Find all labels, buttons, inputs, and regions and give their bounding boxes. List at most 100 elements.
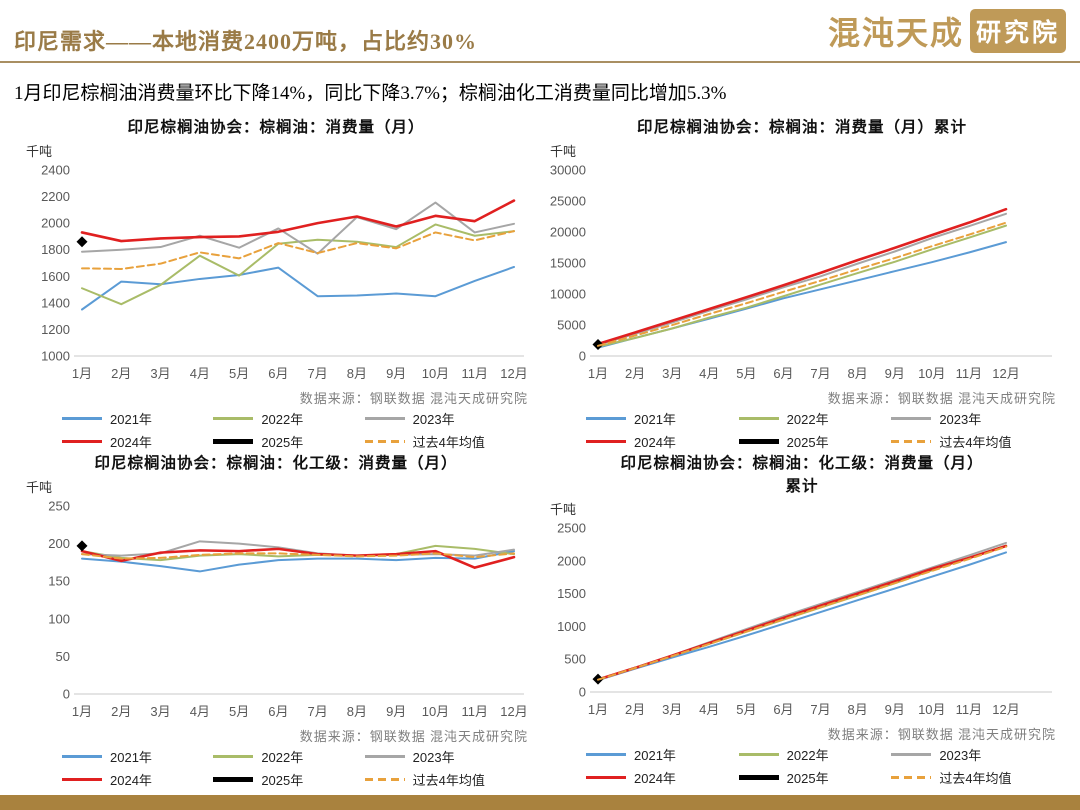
legend-label: 2022年 bbox=[786, 748, 829, 763]
legend-item: 过去4年均值 bbox=[364, 432, 516, 451]
legend-item: 2024年 bbox=[586, 432, 739, 451]
x-tick-label: 4月 bbox=[190, 366, 210, 381]
legend-item: 2024年 bbox=[586, 768, 739, 787]
legend-item: 过去4年均值 bbox=[364, 770, 516, 789]
x-tick-label: 9月 bbox=[885, 702, 905, 717]
x-tick-label: 3月 bbox=[662, 702, 682, 717]
y-tick-label: 150 bbox=[48, 574, 70, 589]
x-tick-label: 12月 bbox=[992, 702, 1019, 717]
y-tick-label: 25000 bbox=[550, 194, 586, 209]
legend-swatch bbox=[891, 417, 932, 420]
legend-item: 2025年 bbox=[738, 768, 892, 787]
chart-title: 印尼棕榈油协会：棕榈油：化工级：消费量（月） bbox=[620, 455, 984, 472]
y-tick-label: 2000 bbox=[41, 216, 70, 231]
series-line bbox=[597, 224, 1007, 348]
legend-label: 2022年 bbox=[261, 750, 304, 765]
legend-item: 2024年 bbox=[62, 432, 213, 451]
x-tick-label: 6月 bbox=[268, 704, 288, 719]
legend-item: 2021年 bbox=[586, 745, 739, 764]
legend-label: 2024年 bbox=[634, 771, 676, 786]
y-tick-label: 1000 bbox=[41, 349, 70, 364]
y-tick-label: 250 bbox=[48, 499, 70, 514]
y-tick-label: 0 bbox=[579, 349, 586, 364]
legend-label: 过去4年均值 bbox=[939, 435, 1012, 450]
x-tick-label: 9月 bbox=[386, 366, 406, 381]
footer-bar bbox=[0, 795, 1080, 810]
chart-legend: 2021年 2022年 2023年 2024年 2025年 过去4年均值 bbox=[18, 407, 534, 451]
x-tick-label: 7月 bbox=[810, 366, 830, 381]
y-tick-label: 50 bbox=[56, 649, 70, 664]
legend-label: 2024年 bbox=[634, 435, 676, 450]
series-line bbox=[597, 545, 1007, 681]
legend-item: 2025年 bbox=[213, 432, 364, 451]
x-tick-label: 4月 bbox=[699, 702, 719, 717]
legend-label: 2024年 bbox=[110, 435, 152, 450]
legend-swatch bbox=[62, 778, 102, 781]
y-tick-label: 1600 bbox=[41, 269, 70, 284]
legend-label: 2025年 bbox=[261, 435, 304, 450]
series-line bbox=[597, 221, 1007, 347]
chart-panel: 印尼棕榈油协会：棕榈油：化工级：消费量（月） 累计 千吨 0 500 1000 1500… bbox=[542, 452, 1062, 787]
y-tick-label: 1500 bbox=[557, 586, 586, 601]
y-axis-unit-label: 千吨 bbox=[26, 144, 52, 159]
x-tick-label: 7月 bbox=[308, 704, 328, 719]
legend-label: 2021年 bbox=[634, 412, 676, 427]
y-tick-label: 2400 bbox=[41, 163, 70, 178]
x-tick-label: 2月 bbox=[111, 704, 131, 719]
y-tick-label: 30000 bbox=[550, 163, 586, 178]
x-tick-label: 9月 bbox=[386, 704, 406, 719]
y-tick-label: 100 bbox=[48, 611, 70, 626]
legend-item: 2022年 bbox=[738, 745, 892, 764]
series-line bbox=[597, 551, 1007, 682]
legend-item: 2021年 bbox=[62, 409, 213, 428]
x-tick-label: 11月 bbox=[956, 702, 983, 717]
x-tick-label: 2月 bbox=[625, 702, 645, 717]
series-line bbox=[81, 544, 515, 562]
legend-item: 2025年 bbox=[213, 770, 364, 789]
data-source-note: 数据来源：钢联数据 混沌天成研究院 bbox=[299, 729, 528, 744]
x-tick-label: 1月 bbox=[72, 704, 92, 719]
legend-label: 2025年 bbox=[786, 771, 829, 786]
legend-item: 2025年 bbox=[738, 432, 892, 451]
series-line bbox=[596, 207, 1008, 346]
legend-label: 2021年 bbox=[110, 412, 152, 427]
x-tick-label: 2月 bbox=[111, 366, 131, 381]
company-logo: 混沌天成 研究院 bbox=[828, 8, 1066, 54]
x-tick-label: 10月 bbox=[422, 366, 449, 381]
page-subtitle: 1月印尼棕榈油消费量环比下降14%，同比下降3.7%；棕榈油化工消费量同比增加5… bbox=[14, 83, 727, 104]
page-title: 印尼需求——本地消费2400万吨，占比约30% bbox=[14, 29, 478, 54]
series-line bbox=[81, 265, 515, 311]
logo-script-text: 混沌天成 bbox=[827, 15, 964, 51]
x-tick-label: 9月 bbox=[885, 366, 905, 381]
y-tick-label: 2200 bbox=[41, 189, 70, 204]
legend-label: 2023年 bbox=[412, 750, 455, 765]
legend-item: 2023年 bbox=[891, 745, 1044, 764]
y-axis-unit-label: 千吨 bbox=[550, 144, 576, 159]
x-tick-label: 5月 bbox=[229, 366, 249, 381]
x-tick-label: 8月 bbox=[347, 366, 367, 381]
legend-label: 2022年 bbox=[261, 412, 304, 427]
legend-swatch bbox=[891, 440, 932, 443]
legend-swatch bbox=[213, 755, 254, 758]
x-tick-label: 5月 bbox=[736, 702, 756, 717]
x-tick-label: 6月 bbox=[773, 366, 793, 381]
data-source-note: 数据来源：钢联数据 混沌天成研究院 bbox=[827, 727, 1056, 742]
series-line bbox=[81, 201, 515, 255]
series-line bbox=[597, 212, 1007, 346]
y-tick-label: 200 bbox=[48, 536, 70, 551]
x-tick-label: 12月 bbox=[992, 366, 1019, 381]
legend-label: 2025年 bbox=[261, 773, 304, 788]
y-tick-label: 0 bbox=[579, 685, 586, 700]
x-tick-label: 10月 bbox=[422, 704, 449, 719]
x-tick-label: 3月 bbox=[150, 704, 170, 719]
chart-legend: 2021年 2022年 2023年 2024年 2025年 过去4年均值 bbox=[542, 743, 1062, 787]
legend-swatch bbox=[586, 776, 626, 779]
x-tick-label: 5月 bbox=[736, 366, 756, 381]
legend-item: 过去4年均值 bbox=[891, 432, 1044, 451]
legend-swatch bbox=[586, 417, 626, 420]
x-tick-label: 4月 bbox=[699, 366, 719, 381]
y-tick-label: 20000 bbox=[550, 225, 586, 240]
y-tick-label: 1800 bbox=[41, 242, 70, 257]
legend-swatch bbox=[738, 775, 779, 780]
y-tick-label: 500 bbox=[564, 652, 586, 667]
